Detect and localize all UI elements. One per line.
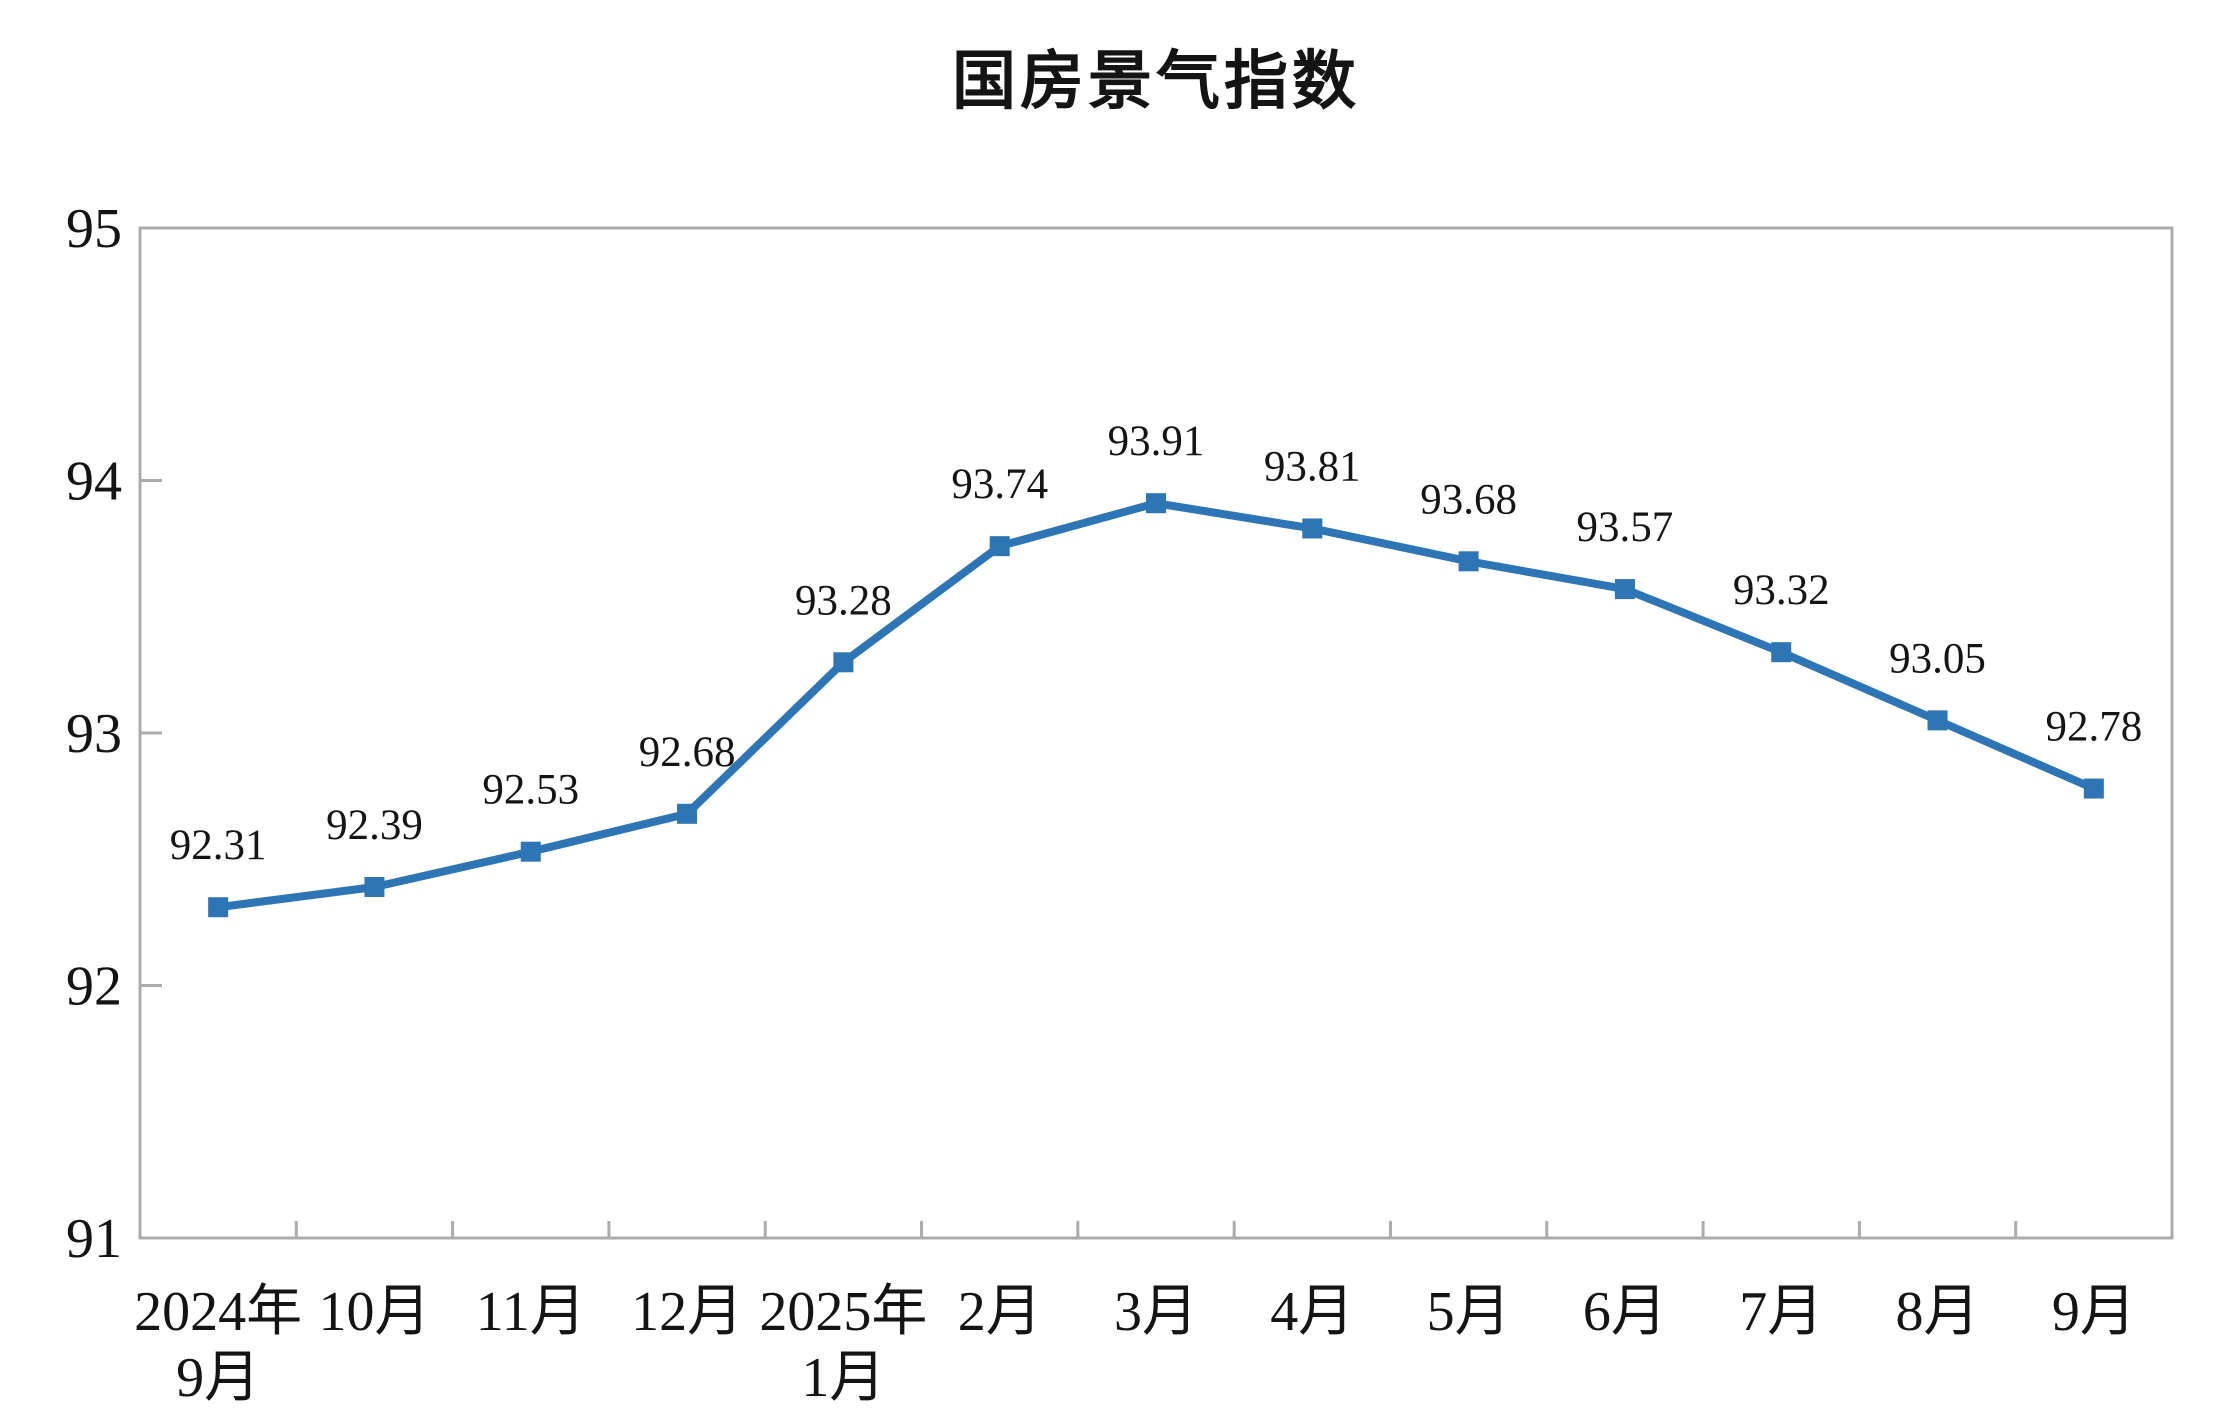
data-point-label: 93.57 [1577,504,1674,551]
data-point-label: 93.28 [795,577,892,624]
data-point-marker [208,897,229,918]
x-axis-category-label: 1月 [801,1347,885,1409]
y-axis-tick-label: 95 [66,198,122,260]
y-axis-tick-label: 93 [66,703,122,765]
x-axis-category-label: 9月 [2052,1281,2136,1343]
x-axis-category-label: 8月 [1896,1281,1980,1343]
data-point-label: 92.53 [482,767,579,814]
data-point-marker [1614,579,1635,600]
data-point-marker [1771,642,1792,663]
y-axis-tick-label: 94 [66,451,122,513]
data-point-label: 92.68 [639,729,736,776]
x-axis-category-label: 12月 [631,1281,743,1343]
x-axis-category-label: 10月 [318,1281,430,1343]
data-point-marker [833,652,854,673]
data-point-marker [1302,518,1323,539]
data-point-marker [989,536,1010,557]
data-point-label: 92.31 [170,822,267,869]
data-point-label: 93.74 [951,461,1048,508]
data-point-label: 93.32 [1733,567,1830,614]
x-axis-category-label: 9月 [176,1347,260,1409]
series-line [214,499,2098,912]
x-axis-category-label: 7月 [1739,1281,1823,1343]
plot-border [138,226,2174,1240]
x-axis-category-label: 6月 [1583,1281,1667,1343]
data-point-label: 92.39 [326,802,423,849]
x-axis-category-label: 4月 [1270,1281,1354,1343]
x-axis-category-label: 2月 [958,1281,1042,1343]
data-point-marker [2083,778,2104,799]
data-point-label: 93.91 [1108,418,1205,465]
data-point-marker [520,841,541,862]
x-axis-category-label: 11月 [476,1281,586,1343]
data-point-marker [1927,710,1948,731]
x-axis-category-label: 5月 [1427,1281,1511,1343]
data-point-marker [1458,551,1479,572]
x-axis-category-label: 2024年 [134,1281,302,1343]
data-point-label: 93.81 [1264,443,1361,490]
data-point-label: 93.05 [1889,635,1986,682]
data-point-label: 92.78 [2045,704,2142,751]
data-point-label: 93.68 [1420,476,1517,523]
y-axis-tick-label: 91 [66,1208,122,1270]
x-axis-category-label: 3月 [1114,1281,1198,1343]
x-axis-category-label: 2025年 [759,1281,927,1343]
data-point-marker [1146,493,1166,514]
y-axis-tick-label: 92 [66,956,122,1018]
data-point-marker [364,877,385,898]
chart-title: 国房景气指数 [952,45,1360,119]
data-point-marker [677,803,698,824]
